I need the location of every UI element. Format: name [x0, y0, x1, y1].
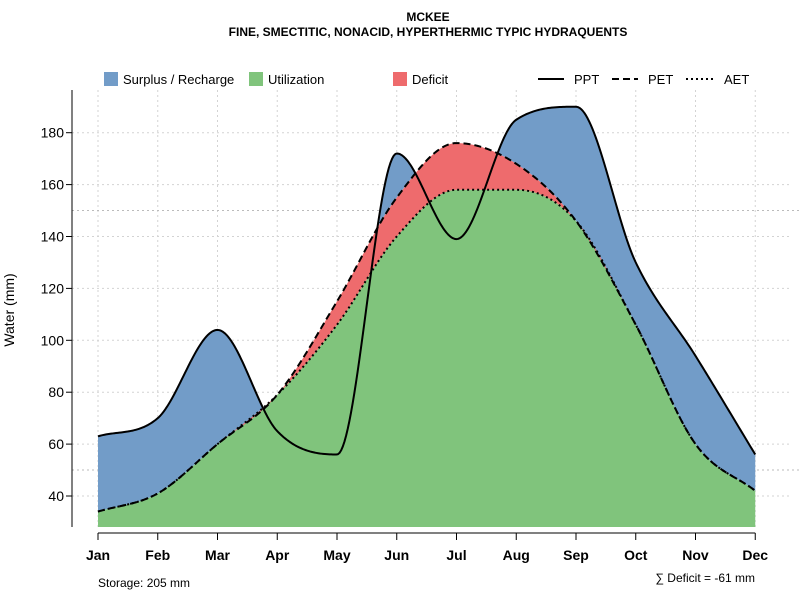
legend-swatch-utilization — [249, 72, 263, 86]
legend-label-aet: AET — [724, 72, 749, 87]
legend: Surplus / Recharge Utilization Deficit P… — [104, 72, 749, 87]
storage-note: Storage: 205 mm — [98, 576, 190, 590]
x-tick-label-jan: Jan — [86, 547, 110, 563]
y-axis-label: Water (mm) — [1, 273, 17, 346]
y-tick-label-140: 140 — [41, 229, 65, 245]
y-tick-label-160: 160 — [41, 177, 65, 193]
series-lines — [97, 105, 757, 513]
legend-label-ppt: PPT — [574, 72, 599, 87]
legend-label-deficit: Deficit — [412, 72, 449, 87]
surplus-area — [98, 106, 756, 512]
deficit-note: ∑ Deficit = -61 mm — [655, 571, 755, 585]
utilization-area — [98, 189, 756, 528]
x-tick-label-jun: Jun — [384, 547, 409, 563]
y-tick-label-40: 40 — [48, 488, 64, 504]
legend-swatch-surplus — [104, 72, 118, 86]
series-line-pet — [97, 142, 756, 513]
x-tick-label-apr: Apr — [265, 547, 290, 563]
x-tick-label-dec: Dec — [742, 547, 768, 563]
y-tick-label-180: 180 — [41, 125, 65, 141]
x-tick-label-may: May — [323, 547, 350, 563]
series-line-aet — [97, 188, 756, 513]
x-tick-label-jul: Jul — [446, 547, 466, 563]
y-tick-label-80: 80 — [48, 384, 64, 400]
x-tick-label-feb: Feb — [145, 547, 170, 563]
x-tick-label-aug: Aug — [503, 547, 530, 563]
y-tick-label-60: 60 — [48, 436, 64, 452]
x-tick-label-mar: Mar — [205, 547, 230, 563]
chart-subtitle: FINE, SMECTITIC, NONACID, HYPERTHERMIC T… — [229, 25, 628, 39]
y-tick-label-100: 100 — [41, 332, 65, 348]
area-fills — [98, 106, 756, 528]
legend-label-pet: PET — [648, 72, 673, 87]
axes: 40 60 80 100 120 140 160 180 Jan Feb Mar Apr May Jun J… — [41, 90, 768, 563]
y-tick-label-120: 120 — [41, 280, 65, 296]
chart-title: MCKEE — [406, 10, 449, 24]
legend-swatch-deficit — [393, 72, 407, 86]
x-tick-label-oct: Oct — [624, 547, 648, 563]
legend-label-surplus: Surplus / Recharge — [123, 72, 234, 87]
x-tick-label-sep: Sep — [563, 547, 589, 563]
series-line-ppt — [97, 105, 757, 456]
x-tick-label-nov: Nov — [682, 547, 709, 563]
legend-label-utilization: Utilization — [268, 72, 324, 87]
